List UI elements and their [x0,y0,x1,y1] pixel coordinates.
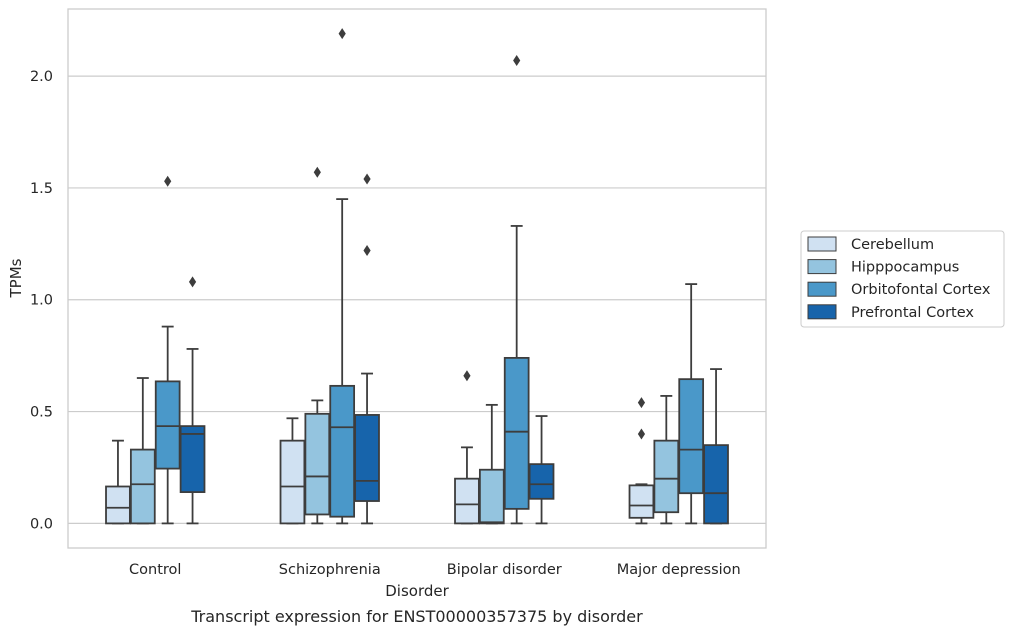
box [129,448,156,525]
outlier-point [637,397,646,409]
box [703,444,729,525]
legend: Cerebellum Hipppocampus Orbitofontal Corte… [800,230,1005,328]
box [304,412,331,516]
outlier-point [164,175,172,187]
box [154,380,181,470]
y-tick-label: 0.0 [30,516,53,532]
legend-frame [800,230,1005,328]
legend-swatch [807,259,837,275]
x-tick-label: Control [129,562,181,578]
box-group [129,377,156,525]
box [628,484,655,519]
legend-label: Hipppocampus [851,260,959,276]
box-group [503,54,530,525]
y-tick-label: 2.0 [30,69,53,85]
box [678,378,705,495]
box-group [105,439,131,525]
box-group [703,368,729,525]
box-group [653,395,680,525]
box-group [478,403,505,525]
y-tick-labels: 0.0 0.5 1.0 1.5 2.0 [30,69,53,532]
box [653,439,680,514]
x-tick-label: Bipolar disorder [447,562,562,578]
box [179,425,206,493]
box [279,439,306,525]
y-tick-label: 0.5 [30,405,53,421]
plot-area-frame [67,8,767,549]
y-axis-title: TPMs [7,258,25,298]
outlier-point [513,54,521,66]
box [503,356,530,510]
outlier-point [363,245,371,257]
outlier-point [363,173,371,185]
box-group [628,397,655,525]
x-tick-labels: Control Schizophrenia Bipolar disorder Majo… [129,562,741,578]
box [329,384,356,518]
box [105,485,131,525]
legend-swatch [807,304,837,320]
box-group [454,370,480,525]
y-tick-label: 1.0 [30,293,53,309]
y-tick-label: 1.5 [30,181,53,197]
outlier-point [313,166,321,178]
box-group [678,283,705,525]
outlier-point [637,428,646,440]
boxes [105,28,729,525]
outlier-point [463,370,471,382]
box [528,463,555,500]
box [354,414,380,502]
x-tick-label: Schizophrenia [279,562,381,578]
box-group [179,276,206,525]
figure-caption: Transcript expression for ENST0000035737… [190,607,643,626]
box-group [528,415,555,525]
x-tick-label: Major depression [617,562,741,578]
legend-swatch [807,281,837,297]
box-group [354,173,380,525]
box-group [154,175,181,525]
outlier-point [338,28,346,40]
legend-label: Cerebellum [851,237,934,253]
box-group [329,28,356,525]
legend-swatch [807,236,837,252]
outlier-point [188,276,197,288]
box-group [279,417,306,525]
box [454,477,480,525]
box-group [304,166,331,525]
box [478,468,505,525]
x-axis-title: Disorder [385,582,449,600]
legend-label: Orbitofontal Cortex [851,282,991,298]
legend-label: Prefrontal Cortex [851,305,974,321]
gridlines [68,75,766,524]
